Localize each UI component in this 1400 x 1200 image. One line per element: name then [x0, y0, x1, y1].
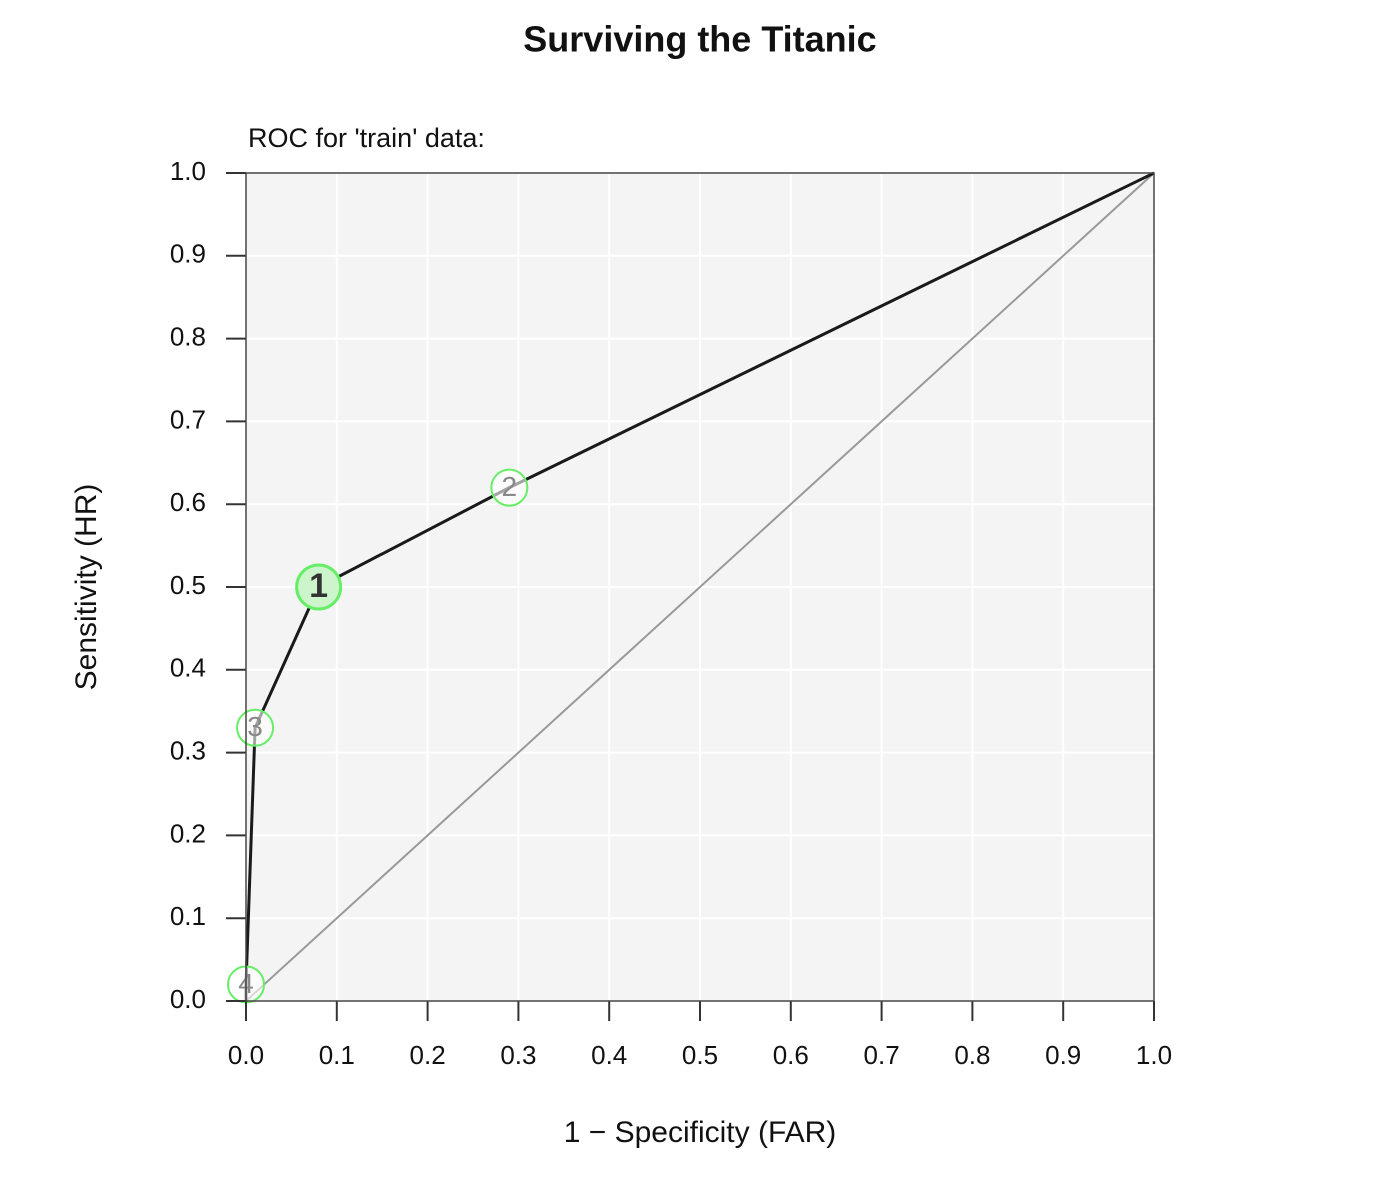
- y-tick-label: 0.6: [170, 487, 206, 517]
- y-tick-label: 0.3: [170, 735, 206, 765]
- y-tick-label: 1.0: [170, 156, 206, 186]
- x-tick-label: 0.7: [864, 1040, 900, 1070]
- x-tick-label: 0.9: [1045, 1040, 1081, 1070]
- y-tick-label: 0.4: [170, 653, 206, 683]
- x-tick-label: 0.1: [319, 1040, 355, 1070]
- x-axis-label: 1 − Specificity (FAR): [564, 1116, 837, 1149]
- y-tick-label: 0.5: [170, 570, 206, 600]
- x-tick-label: 0.6: [773, 1040, 809, 1070]
- x-tick-label: 0.2: [410, 1040, 446, 1070]
- roc-point: [490, 468, 529, 507]
- point-label: 3: [247, 711, 263, 742]
- x-tick-label: 0.0: [228, 1040, 264, 1070]
- x-tick-label: 0.4: [591, 1040, 627, 1070]
- y-tick-label: 0.1: [170, 901, 206, 931]
- y-tick-label: 0.7: [170, 404, 206, 434]
- plot-frame: [245, 172, 1155, 1002]
- x-tick-label: 1.0: [1136, 1040, 1172, 1070]
- point-label: 1: [309, 567, 328, 605]
- chart-title: Surviving the Titanic: [523, 19, 876, 60]
- y-tick-label: 0.2: [170, 818, 206, 848]
- x-tick-label: 0.8: [954, 1040, 990, 1070]
- y-tick-label: 0.8: [170, 321, 206, 351]
- y-tick-label: 0.9: [170, 239, 206, 269]
- point-label: 2: [502, 471, 518, 502]
- roc-point: [295, 563, 343, 611]
- y-axis-label: Sensitivity (HR): [70, 484, 103, 691]
- x-tick-label: 0.5: [682, 1040, 718, 1070]
- chance-line: [245, 172, 1155, 1002]
- chart-subtitle: ROC for 'train' data:: [248, 123, 485, 153]
- x-tick-label: 0.3: [500, 1040, 536, 1070]
- y-tick-label: 0.0: [170, 984, 206, 1014]
